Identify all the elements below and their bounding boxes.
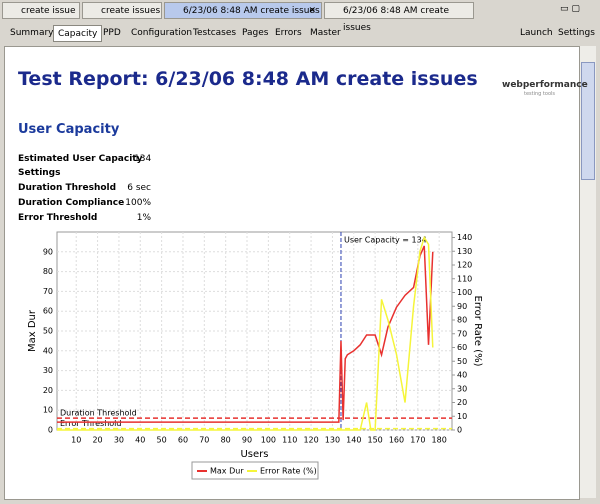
y-tick-label: 40 — [43, 346, 53, 355]
x-tick-label: 180 — [432, 436, 447, 445]
x-tick-label: 160 — [389, 436, 404, 445]
x-tick-label: 70 — [199, 436, 209, 445]
y2-tick-label: 20 — [457, 398, 467, 407]
x-tick-label: 20 — [92, 436, 102, 445]
x-tick-label: 110 — [282, 436, 297, 445]
y2-tick-label: 50 — [457, 357, 467, 366]
y2-axis-label: Error Rate (%) — [472, 296, 483, 367]
annotation: Error Threshold — [60, 419, 121, 428]
y-tick-label: 60 — [43, 307, 53, 316]
row-label: Estimated User Capacity — [18, 154, 143, 164]
y-tick-label: 20 — [43, 386, 53, 395]
y2-tick-label: 40 — [457, 371, 467, 380]
window-controls[interactable]: ▭ ▢ — [560, 4, 580, 14]
tab[interactable]: 6/23/06 8:48 AM create issues — [324, 2, 474, 33]
x-axis-label: Users — [240, 449, 268, 460]
x-tick-label: 90 — [242, 436, 252, 445]
toolbar-button[interactable]: Pages — [242, 28, 269, 38]
close-icon[interactable]: ✕ — [308, 6, 316, 16]
scroll-thumb[interactable] — [581, 62, 595, 180]
y-tick-label: 0 — [48, 426, 53, 435]
row-value: 1% — [136, 213, 151, 223]
y2-tick-label: 80 — [457, 316, 467, 325]
x-tick-label: 140 — [346, 436, 361, 445]
series-line — [57, 235, 434, 431]
y-tick-label: 10 — [43, 406, 53, 415]
y-tick-label: 90 — [43, 247, 53, 256]
row-value: 6 sec — [127, 183, 151, 193]
toolbar-button[interactable]: Master — [310, 28, 341, 38]
series-line — [57, 245, 434, 423]
toolbar-button[interactable]: PPD — [103, 28, 121, 38]
y2-tick-label: 100 — [457, 288, 472, 297]
report-title: Test Report: 6/23/06 8:48 AM create issu… — [18, 68, 478, 90]
toolbar-button[interactable]: Testcases — [193, 28, 237, 38]
logo: webperformance — [502, 80, 588, 90]
tab-active[interactable]: 6/23/06 8:48 AM create issues ✕ — [164, 2, 322, 19]
section-heading: User Capacity — [18, 122, 120, 137]
y2-tick-label: 30 — [457, 384, 467, 393]
y-tick-label: 50 — [43, 327, 53, 336]
tab[interactable]: create issue — [2, 2, 80, 19]
y2-tick-label: 10 — [457, 412, 467, 421]
tab[interactable]: create issues — [82, 2, 162, 19]
x-tick-label: 150 — [367, 436, 382, 445]
y2-tick-label: 0 — [457, 426, 462, 435]
x-tick-label: 80 — [221, 436, 231, 445]
annotation: User Capacity = 134 — [344, 236, 427, 245]
toolbar-button[interactable]: Settings — [558, 28, 595, 38]
logo-sub: testing tools — [524, 91, 555, 97]
x-tick-label: 60 — [178, 436, 188, 445]
toolbar-button[interactable]: Errors — [275, 28, 302, 38]
row-label: Duration Compliance — [18, 198, 125, 208]
x-tick-label: 100 — [261, 436, 276, 445]
row-label: Error Threshold — [18, 213, 98, 223]
x-tick-label: 30 — [114, 436, 124, 445]
x-tick-label: 40 — [135, 436, 145, 445]
x-tick-label: 10 — [71, 436, 81, 445]
legend-label: Error Rate (%) — [260, 467, 317, 476]
x-tick-label: 120 — [303, 436, 318, 445]
toolbar-button[interactable]: Configuration — [131, 28, 193, 38]
x-tick-label: 170 — [410, 436, 425, 445]
x-tick-label: 130 — [325, 436, 340, 445]
y-tick-label: 30 — [43, 366, 53, 375]
row-value: 100% — [125, 198, 151, 208]
y-tick-label: 70 — [43, 287, 53, 296]
x-tick-label: 50 — [157, 436, 167, 445]
y-axis-label: Max Dur — [27, 309, 38, 352]
toolbar-button[interactable]: Capacity — [53, 25, 103, 42]
annotation: Duration Threshold — [60, 409, 137, 418]
row-value: 134 — [134, 154, 152, 164]
y2-tick-label: 90 — [457, 302, 467, 311]
legend-label: Max Dur — [210, 467, 244, 476]
tab-label: 6/23/06 8:48 AM create issues — [183, 6, 320, 16]
y2-tick-label: 120 — [457, 261, 472, 270]
y2-tick-label: 130 — [457, 247, 472, 256]
toolbar-button[interactable]: Launch — [520, 28, 553, 38]
y2-tick-label: 70 — [457, 329, 467, 338]
y2-tick-label: 60 — [457, 343, 467, 352]
y-tick-label: 80 — [43, 267, 53, 276]
row-label: Duration Threshold — [18, 183, 117, 193]
y2-tick-label: 140 — [457, 233, 472, 242]
row-label: Settings — [18, 168, 61, 178]
toolbar-button[interactable]: Summary — [10, 28, 54, 38]
y2-tick-label: 110 — [457, 274, 472, 283]
